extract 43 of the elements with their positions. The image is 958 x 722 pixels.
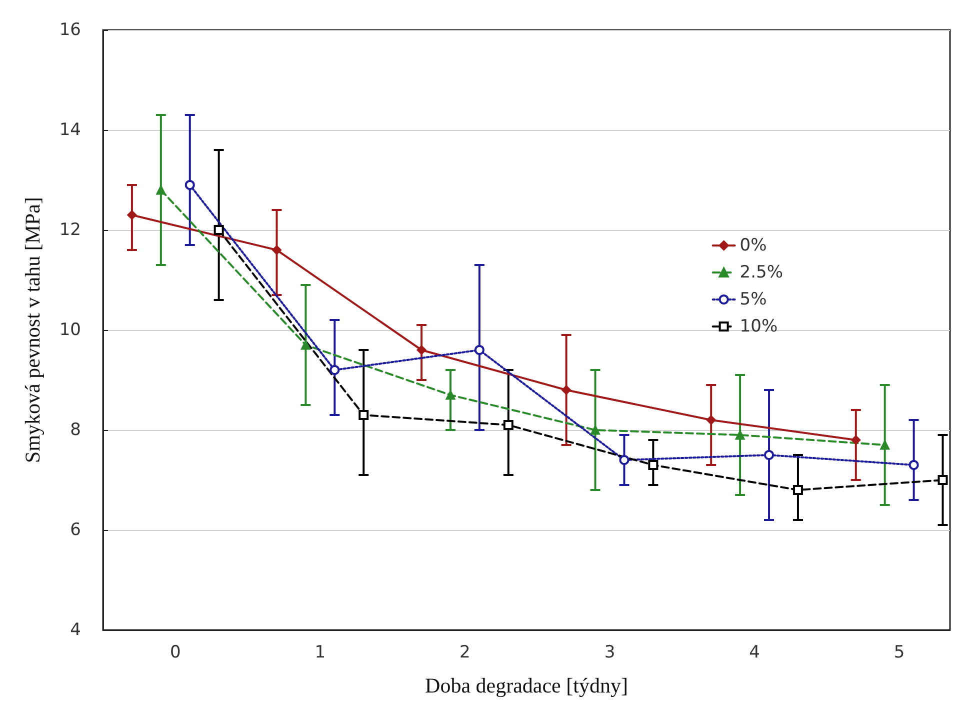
- x-axis-title: Doba degradace [týdny]: [425, 674, 628, 698]
- y-tick-label: 4: [70, 620, 81, 640]
- point: [562, 385, 572, 395]
- point: [474, 345, 484, 355]
- y-tick-label: 6: [70, 520, 81, 540]
- point: [300, 340, 310, 350]
- point: [330, 365, 340, 375]
- legend-label: 10%: [740, 316, 778, 336]
- point: [792, 485, 803, 495]
- legend-label: 0%: [740, 236, 767, 256]
- point: [735, 430, 745, 440]
- point: [648, 460, 658, 470]
- point: [938, 475, 948, 485]
- x-tick-label: 3: [604, 642, 616, 662]
- point: [590, 425, 600, 435]
- legend-label: 5%: [740, 290, 767, 310]
- y-tick-label: 10: [59, 320, 81, 340]
- x-tick-label: 1: [314, 642, 326, 662]
- legend-label: 2.5%: [740, 262, 784, 282]
- y-axis-title: Smyková pevnost v tahu [MPa]: [20, 197, 44, 463]
- point: [908, 460, 919, 470]
- point: [214, 225, 224, 235]
- y-tick-label: 12: [59, 220, 81, 240]
- point: [503, 420, 514, 430]
- point: [127, 210, 137, 220]
- point: [851, 435, 861, 445]
- point: [446, 390, 456, 400]
- x-tick-label: 2: [460, 642, 470, 662]
- y-tick-label: 14: [59, 120, 81, 140]
- x-tick-label: 5: [894, 642, 905, 662]
- point: [272, 245, 282, 255]
- point: [764, 450, 774, 460]
- point: [156, 185, 166, 195]
- y-tick-label: 8: [70, 420, 81, 440]
- x-tick-label: 0: [170, 642, 181, 662]
- x-tick-label: 4: [749, 642, 760, 662]
- point: [358, 410, 369, 420]
- point: [184, 180, 195, 190]
- point: [880, 440, 890, 450]
- point: [706, 415, 716, 425]
- point: [416, 345, 426, 355]
- y-tick-label: 16: [59, 20, 81, 40]
- point: [619, 455, 630, 465]
